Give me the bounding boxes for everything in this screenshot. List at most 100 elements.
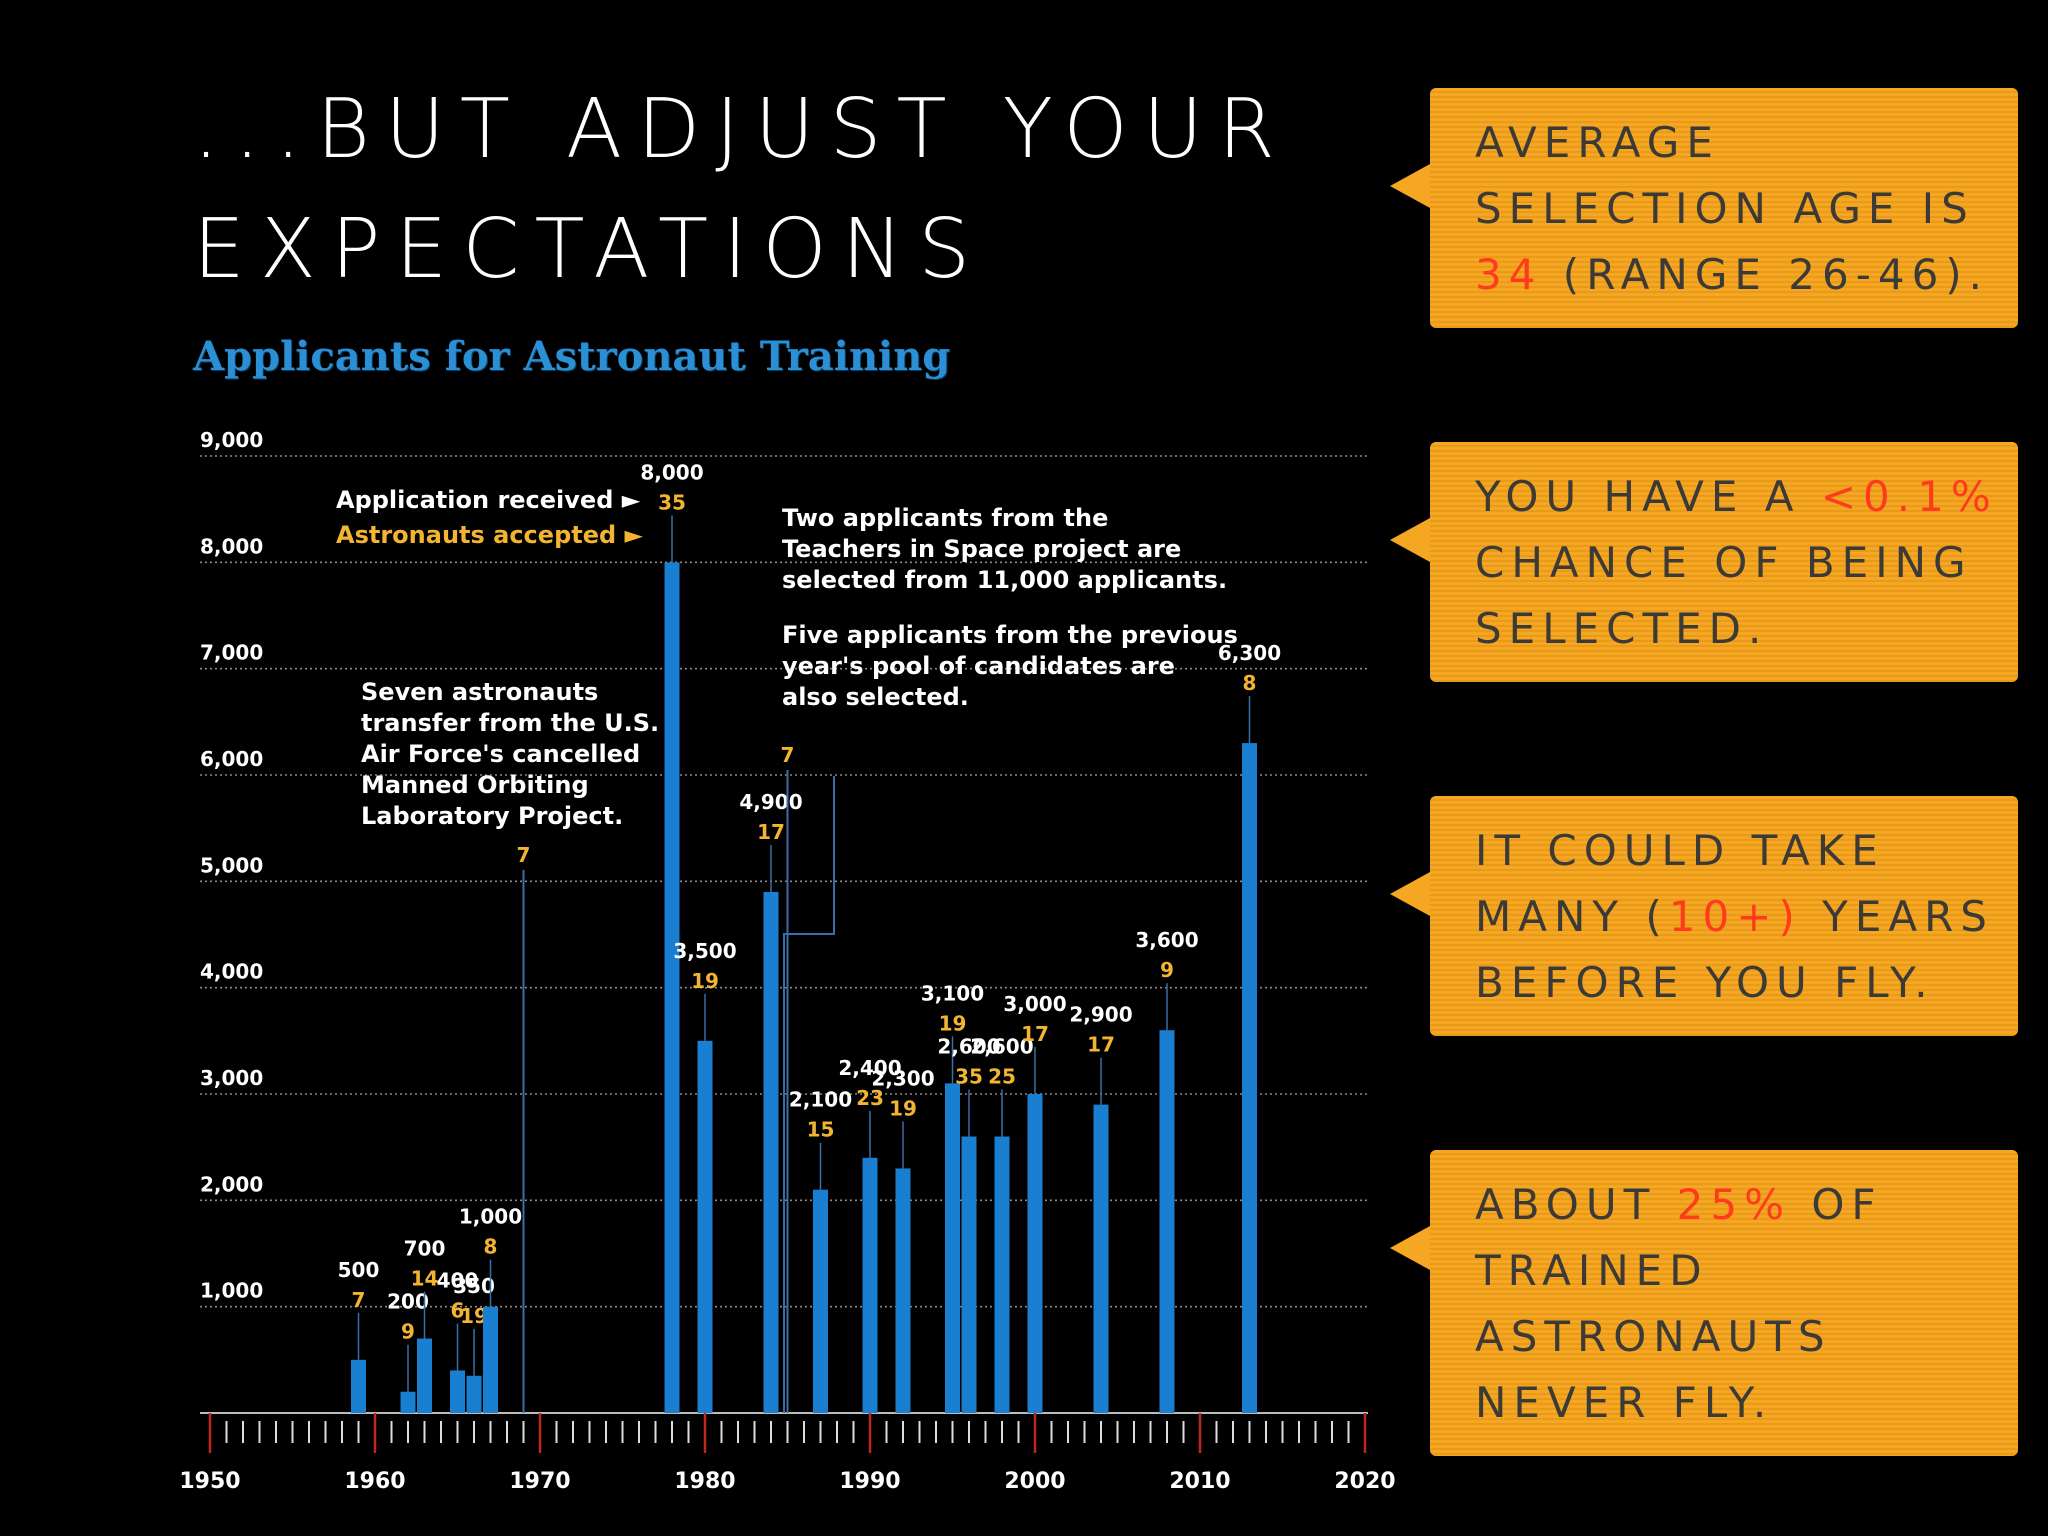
annotation-line: Manned Orbiting bbox=[361, 771, 589, 799]
x-tick-label: 1990 bbox=[839, 1469, 900, 1494]
bar bbox=[813, 1189, 828, 1413]
bar bbox=[1027, 1094, 1043, 1413]
received-label: 700 bbox=[404, 1237, 446, 1261]
callout-text-part: YOU HAVE A bbox=[1475, 472, 1821, 521]
applicants-chart: 1,000 2,000 3,000 4,000 5,000 6,000 7,000 8,000… bbox=[179, 428, 1395, 1494]
received-label: 3,100 bbox=[921, 981, 984, 1005]
bar bbox=[1159, 1030, 1175, 1413]
callout-never-fly: ABOUT 25% OF TRAINED ASTRONAUTS NEVER FL… bbox=[1390, 1150, 2018, 1456]
received-label: 3,000 bbox=[1003, 992, 1066, 1016]
legend-received: Application received ► bbox=[336, 486, 641, 514]
callout-text-part: AVERAGE SELECTION AGE IS bbox=[1475, 118, 1975, 233]
y-tick-label: 2,000 bbox=[200, 1172, 263, 1196]
y-tick-label: 4,000 bbox=[200, 960, 263, 984]
y-tick-label: 8,000 bbox=[200, 534, 263, 558]
annotation: Seven astronauts transfer from the U.S. Ai… bbox=[361, 678, 659, 830]
accepted-label: 7 bbox=[352, 1288, 366, 1312]
received-label: 3,600 bbox=[1135, 928, 1198, 952]
bar bbox=[1093, 1104, 1109, 1413]
accepted-label: 17 bbox=[1087, 1033, 1115, 1057]
annotation-line: Teachers in Space project are bbox=[782, 535, 1181, 563]
callout-text-part: (RANGE 26-46). bbox=[1542, 250, 1990, 299]
annotation: Five applicants from the previous year's … bbox=[782, 621, 1238, 711]
received-label: 2,600 bbox=[937, 1035, 1000, 1059]
callout-highlight: 25% bbox=[1676, 1180, 1791, 1229]
x-tick-label: 1980 bbox=[674, 1469, 735, 1494]
callout-highlight: 10+) bbox=[1668, 892, 1802, 941]
received-label: 2,100 bbox=[789, 1088, 852, 1112]
accepted-label: 14 bbox=[411, 1267, 439, 1291]
accepted-label: 35 bbox=[658, 490, 686, 514]
bar bbox=[664, 562, 680, 1413]
accepted-label: 8 bbox=[484, 1235, 498, 1259]
annotation-line: Two applicants from the bbox=[782, 504, 1108, 532]
callout-text: YOU HAVE A <0.1% CHANCE OF BEING SELECTE… bbox=[1475, 464, 1998, 662]
callout-text: AVERAGE SELECTION AGE IS 34 (RANGE 26-46… bbox=[1475, 110, 1998, 308]
x-tick-label: 2020 bbox=[1334, 1469, 1395, 1494]
accepted-label: 23 bbox=[856, 1086, 884, 1110]
bar bbox=[483, 1306, 498, 1413]
accepted-label: 25 bbox=[988, 1065, 1016, 1089]
y-tick-label: 5,000 bbox=[200, 853, 263, 877]
received-label: 2,300 bbox=[871, 1066, 934, 1090]
accepted-label: 9 bbox=[401, 1320, 415, 1344]
accepted-label: 8 bbox=[1243, 671, 1257, 695]
accepted-label: 7 bbox=[517, 843, 531, 867]
annotation-line: transfer from the U.S. bbox=[361, 709, 659, 737]
bar bbox=[417, 1338, 432, 1413]
slide-title: ...BUT ADJUST YOUR EXPECTATIONS bbox=[193, 70, 1290, 310]
connector-line bbox=[783, 776, 835, 1413]
accepted-label: 35 bbox=[955, 1065, 983, 1089]
bar bbox=[961, 1136, 977, 1413]
callout-selection-age: AVERAGE SELECTION AGE IS 34 (RANGE 26-46… bbox=[1390, 88, 2018, 328]
slide-title-line-1: ...BUT ADJUST YOUR bbox=[193, 82, 1290, 177]
x-tick-label: 2010 bbox=[1169, 1469, 1230, 1494]
y-tick-label: 7,000 bbox=[200, 641, 263, 665]
y-tick-label: 6,000 bbox=[200, 747, 263, 771]
received-label: 200 bbox=[387, 1290, 429, 1314]
annotation: Two applicants from the Teachers in Space… bbox=[782, 504, 1227, 594]
annotation-line: Seven astronauts bbox=[361, 678, 598, 706]
callout-text-part: YEARS BEFORE YOU FLY. bbox=[1475, 892, 1994, 1007]
bar bbox=[895, 1168, 911, 1413]
received-label: 3,500 bbox=[673, 939, 736, 963]
received-label: 400 bbox=[437, 1268, 479, 1292]
accepted-label: 19 bbox=[889, 1096, 917, 1120]
callout-text-part: ABOUT bbox=[1475, 1180, 1677, 1229]
received-label: 8,000 bbox=[640, 460, 703, 484]
bar bbox=[697, 1040, 713, 1413]
x-tick-label: 1960 bbox=[344, 1469, 405, 1494]
callout-selection-chance: YOU HAVE A <0.1% CHANCE OF BEING SELECTE… bbox=[1390, 442, 2018, 682]
bar bbox=[862, 1157, 878, 1413]
callout-text-part: IT COULD TAKE MANY ( bbox=[1475, 826, 1885, 941]
x-tick-label: 1950 bbox=[179, 1469, 240, 1494]
annotation-line: Five applicants from the previous bbox=[782, 621, 1238, 649]
accepted-label: 15 bbox=[807, 1118, 835, 1142]
bar bbox=[1242, 743, 1257, 1413]
callout-text-part: OF TRAINED ASTRONAUTS NEVER FLY. bbox=[1475, 1180, 1883, 1427]
y-tick-label: 1,000 bbox=[200, 1279, 263, 1303]
received-label: 4,900 bbox=[739, 790, 802, 814]
bar bbox=[351, 1359, 366, 1413]
legend-accepted: Astronauts accepted ► bbox=[336, 521, 644, 549]
annotation-line: selected from 11,000 applicants. bbox=[782, 566, 1227, 594]
received-label: 1,000 bbox=[459, 1205, 522, 1229]
accepted-label: 6 bbox=[451, 1298, 465, 1322]
bar bbox=[763, 891, 779, 1413]
y-tick-label: 9,000 bbox=[200, 428, 263, 452]
accepted-label: 19 bbox=[691, 969, 719, 993]
x-tick-label: 1970 bbox=[509, 1469, 570, 1494]
bar bbox=[945, 1083, 960, 1413]
x-tick-label: 2000 bbox=[1004, 1469, 1065, 1494]
accepted-label: 7 bbox=[781, 743, 795, 767]
received-label: 2,600 bbox=[970, 1035, 1033, 1059]
callout-highlight: 34 bbox=[1475, 250, 1543, 299]
accepted-label: 19 bbox=[939, 1011, 967, 1035]
bar bbox=[466, 1375, 482, 1413]
bar bbox=[994, 1136, 1010, 1413]
slide-title-line-2: EXPECTATIONS bbox=[193, 202, 986, 297]
accepted-label: 17 bbox=[1021, 1022, 1049, 1046]
received-label: 500 bbox=[338, 1258, 380, 1282]
received-label: 2,400 bbox=[838, 1056, 901, 1080]
callout-text: IT COULD TAKE MANY (10+) YEARS BEFORE YO… bbox=[1475, 818, 1998, 1016]
